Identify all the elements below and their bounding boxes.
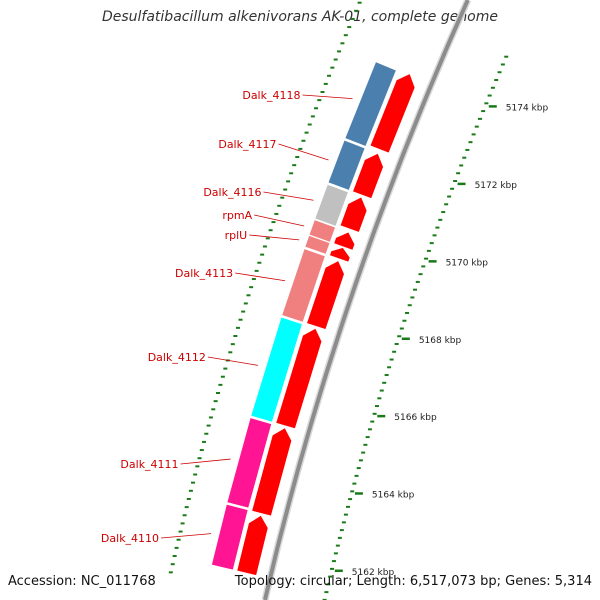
gene-label-leader: [235, 272, 286, 282]
gene-label-dalk-4117: Dalk_4117: [218, 138, 276, 151]
cds-arrow: [236, 515, 269, 576]
cds-arrow: [352, 152, 384, 199]
gene-label-leader: [254, 214, 305, 227]
gene-label-layer: Dalk_4118 Dalk_4117 Dalk_4116 rpmA rplU Dalk_…: [101, 89, 353, 545]
genome-summary: Topology: circular; Length: 6,517,073 bp…: [234, 574, 592, 589]
gene-label-dalk-4111: Dalk_4111: [120, 458, 178, 471]
backbone-line: [263, 0, 470, 600]
gene-label-leader: [278, 143, 329, 161]
scale-track: 5174 kbp 5172 kbp 5170 kbp 5168 kbp 5166 kbp…: [334, 103, 549, 578]
scale-label: 5168 kbp: [419, 336, 462, 346]
scale-label: 5172 kbp: [475, 181, 518, 191]
cds-arrow: [275, 327, 323, 430]
gene-label-dalk-4118: Dalk_4118: [242, 89, 300, 102]
gene-label-rplu: rplU: [225, 229, 248, 242]
genome-backbone: [261, 0, 472, 600]
gene-label-leader: [302, 94, 353, 100]
map-title: Desulfatibacillum alkenivorans AK-01, co…: [101, 9, 499, 25]
scale-label: 5164 kbp: [372, 490, 415, 500]
scale-label: 5162 kbp: [352, 568, 395, 578]
cds-arrow: [333, 231, 356, 251]
gene-label-dalk-4113: Dalk_4113: [175, 267, 233, 280]
gene-label-leader: [180, 458, 231, 465]
gene-track: [211, 61, 397, 571]
cds-arrow: [369, 73, 416, 154]
gene-block: [281, 248, 326, 323]
gene-block: [327, 139, 366, 191]
gene-block: [211, 504, 249, 571]
cds-arrow: [329, 247, 351, 263]
gene-block: [226, 417, 272, 509]
gene-block: [304, 235, 331, 255]
cds-track: [236, 73, 416, 576]
cds-arrow: [251, 427, 292, 517]
gene-label-leader: [249, 234, 300, 241]
cds-arrow: [306, 260, 345, 330]
gene-label-dalk-4112: Dalk_4112: [148, 351, 206, 364]
accession-label: Accession: NC_011768: [8, 574, 156, 589]
scale-label: 5174 kbp: [506, 103, 549, 113]
gene-block: [344, 61, 397, 147]
cds-arrow: [339, 196, 368, 233]
gene-block: [308, 219, 336, 243]
gene-block: [250, 316, 303, 423]
gene-label-dalk-4110: Dalk_4110: [101, 532, 159, 545]
gene-label-leader: [161, 533, 212, 539]
minor-tick-track: [168, 1, 509, 600]
gene-label-leader: [263, 191, 314, 201]
gene-label-leader: [207, 356, 258, 366]
gene-block: [314, 184, 349, 227]
scale-label: 5170 kbp: [446, 258, 489, 268]
gene-label-dalk-4116: Dalk_4116: [203, 186, 261, 199]
gene-label-rpma: rpmA: [222, 209, 252, 222]
scale-label: 5166 kbp: [394, 413, 437, 423]
